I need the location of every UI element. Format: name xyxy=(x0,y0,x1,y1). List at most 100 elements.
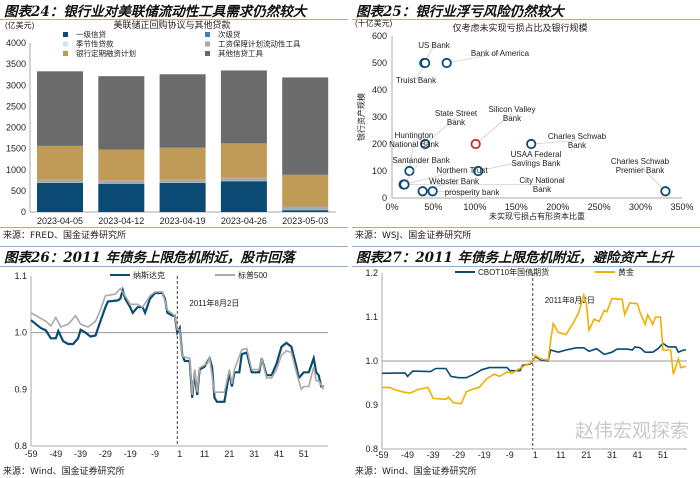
x-tick-label: 2023-04-12 xyxy=(98,216,144,226)
x-tick-label: -9 xyxy=(506,450,514,460)
bar-segment xyxy=(282,210,328,212)
scatter-point xyxy=(442,59,450,67)
point-label: Bank of America xyxy=(471,49,530,58)
legend-label: 一级信贷 xyxy=(76,29,106,39)
x-tick-label: 1 xyxy=(533,450,538,460)
bar-segment xyxy=(221,70,267,143)
x-tick-label: 350% xyxy=(670,202,693,212)
x-tick-label: -29 xyxy=(452,450,465,460)
x-axis-title: 未实现亏损占有形资本比重 xyxy=(489,211,585,221)
bar-segment xyxy=(282,77,328,174)
y-tick-label: 600 xyxy=(372,31,387,41)
x-tick-label: 2023-04-26 xyxy=(221,216,267,226)
x-tick-label: 21 xyxy=(224,449,234,459)
bar-segment xyxy=(37,146,83,180)
scatter-point xyxy=(527,140,535,148)
y-tick-label: 3500 xyxy=(6,59,26,69)
y-tick-label: 200 xyxy=(372,139,387,149)
x-tick-label: 51 xyxy=(658,450,668,460)
y-tick-label: 300 xyxy=(372,112,387,122)
y-tick-label: 500 xyxy=(372,58,387,68)
y-tick-label: 1.0 xyxy=(14,328,27,338)
legend-label: 季节性贷款 xyxy=(76,39,114,49)
series-line xyxy=(382,295,686,404)
y-tick-label: 1.1 xyxy=(14,271,27,281)
x-tick-label: 200% xyxy=(546,202,569,212)
y-tick-label: 0.9 xyxy=(14,384,27,394)
x-tick-label: -29 xyxy=(99,449,112,459)
x-tick-label: 300% xyxy=(629,202,652,212)
scatter-point xyxy=(421,59,429,67)
y-tick-label: 2500 xyxy=(6,101,26,111)
point-label: Northern Trust xyxy=(436,166,488,175)
bar-segment xyxy=(98,76,144,149)
y-axis-unit: (亿美元) xyxy=(5,20,35,30)
x-tick-label: 2023-05-03 xyxy=(282,216,328,226)
x-tick-label: 11 xyxy=(200,449,209,459)
legend-swatch xyxy=(63,42,68,47)
bar-segment xyxy=(282,207,328,210)
legend-swatch xyxy=(63,51,68,56)
x-tick-label: 2023-04-19 xyxy=(160,216,206,226)
legend-label: 纳斯达克 xyxy=(133,270,165,280)
legend-label: 其他信贷工具 xyxy=(218,48,263,58)
x-tick-label: 11 xyxy=(556,450,565,460)
point-label: Bank xyxy=(533,185,552,194)
x-tick-label: 150% xyxy=(505,202,528,212)
y-tick-label: 0 xyxy=(21,207,26,217)
event-annotation: 2011年8月2日 xyxy=(189,298,239,308)
scatter-point xyxy=(405,167,413,175)
legend-label: 标普500 xyxy=(238,270,268,280)
scatter-point xyxy=(428,187,436,195)
bar-segment xyxy=(98,149,144,180)
scatter-point xyxy=(661,187,669,195)
scatter-point xyxy=(471,140,479,148)
point-label: prosperity bank xyxy=(445,188,501,197)
y-tick-label: 500 xyxy=(11,186,26,196)
y-axis-title: 银行资产规模 xyxy=(356,93,366,141)
y-tick-label: 0.9 xyxy=(365,400,378,410)
point-label: Silicon Valley xyxy=(489,105,536,114)
x-tick-label: 41 xyxy=(274,449,284,459)
legend-label: 银行定期融资计划 xyxy=(76,48,136,58)
bar-segment xyxy=(37,183,83,212)
x-tick-label: 2023-04-05 xyxy=(37,216,83,226)
legend-swatch xyxy=(63,32,68,37)
x-tick-label: -9 xyxy=(151,449,159,459)
bar-segment xyxy=(221,181,267,212)
x-tick-label: 31 xyxy=(607,450,617,460)
point-label: National Bank xyxy=(389,140,440,149)
point-label: Truist Bank xyxy=(396,76,437,85)
event-annotation: 2011年8月2日 xyxy=(545,295,595,305)
y-tick-label: 400 xyxy=(372,85,387,95)
x-tick-label: 50% xyxy=(424,202,442,212)
legend-label: 次级贷 xyxy=(218,29,241,39)
legend-label: 工资保障计划流动性工具 xyxy=(218,39,301,49)
y-tick-label: 100 xyxy=(372,166,387,176)
y-tick-label: 2000 xyxy=(6,123,26,133)
x-tick-label: 21 xyxy=(581,450,591,460)
x-tick-label: -49 xyxy=(49,449,62,459)
point-label: US Bank xyxy=(418,41,451,50)
chart-subtitle: 美联储正回购协议与其他贷款 xyxy=(113,19,230,30)
point-label: Santander Bank xyxy=(392,156,450,165)
x-tick-label: 31 xyxy=(249,449,259,459)
point-label: City National xyxy=(519,176,565,185)
legend-swatch xyxy=(205,51,210,56)
point-label: State Street xyxy=(435,109,478,118)
bar-segment xyxy=(221,143,267,177)
x-tick-label: -49 xyxy=(401,450,414,460)
y-tick-label: 3000 xyxy=(6,80,26,90)
x-tick-label: 1 xyxy=(177,449,182,459)
bar-segment xyxy=(160,180,206,183)
point-label: Bank xyxy=(447,118,466,127)
x-tick-label: 250% xyxy=(588,202,611,212)
point-label: Charles Schwab xyxy=(611,157,670,166)
y-tick-label: 1.2 xyxy=(365,268,378,278)
point-label: Charles Schwab xyxy=(548,132,607,141)
legend-label: CBOT10年国债期货 xyxy=(478,267,549,277)
x-tick-label: 100% xyxy=(463,202,486,212)
x-tick-label: 51 xyxy=(299,449,309,459)
legend-swatch xyxy=(205,42,210,47)
